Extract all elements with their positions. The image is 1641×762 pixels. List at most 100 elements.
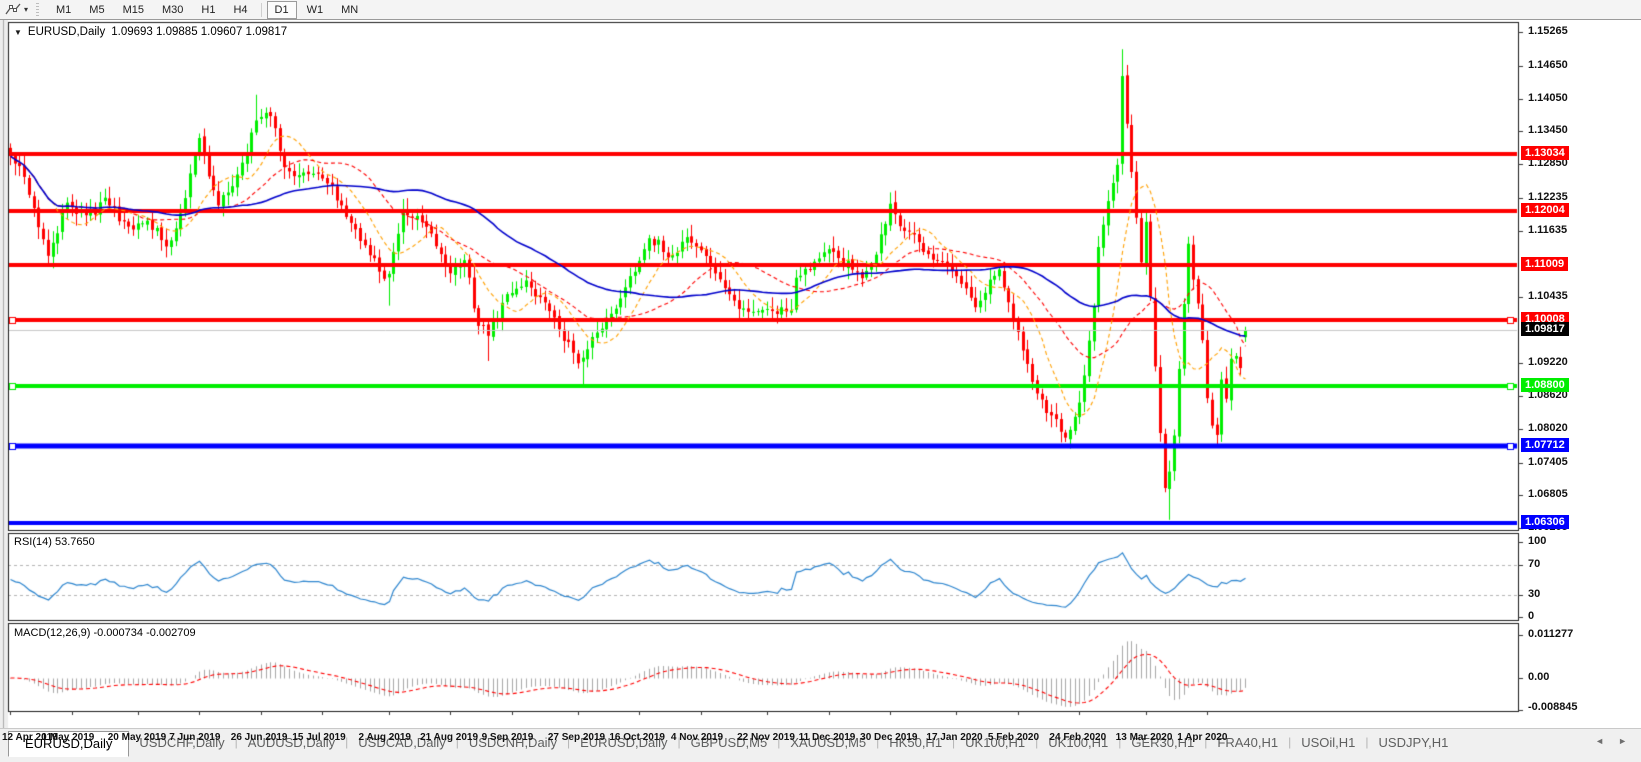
rsi-label: RSI(14) 53.7650 bbox=[14, 536, 95, 548]
date-tick-1: 1 May 2019 bbox=[41, 732, 95, 743]
chart-tab-4[interactable]: USDCNH,Daily bbox=[468, 735, 557, 750]
timeframe-button-h1[interactable]: H1 bbox=[201, 3, 216, 16]
chart-tab-10[interactable]: UK100,H1 bbox=[1048, 735, 1109, 750]
chart-symbol-period: EURUSD,Daily bbox=[27, 26, 106, 38]
rsi-tick-0: 0 bbox=[1528, 610, 1535, 622]
date-tick-6: 2 Aug 2019 bbox=[358, 732, 411, 743]
chart-tab-3[interactable]: USDCAD,Daily bbox=[358, 735, 446, 750]
level-label-1.07712: 1.07712 bbox=[1521, 437, 1569, 452]
tab-separator: | bbox=[1204, 735, 1208, 749]
chart-tab-0[interactable]: EURUSD,Daily bbox=[8, 731, 130, 757]
price-tick-1.07405: 1.07405 bbox=[1528, 455, 1568, 468]
chart-tab-8[interactable]: HK50,H1 bbox=[889, 735, 943, 750]
timeframe-button-m1[interactable]: M1 bbox=[56, 3, 72, 16]
price-tick-1.10435: 1.10435 bbox=[1528, 289, 1568, 302]
date-tick-11: 4 Nov 2019 bbox=[670, 732, 724, 743]
price-tick-1.09220: 1.09220 bbox=[1528, 356, 1568, 369]
date-tick-19: 1 Apr 2020 bbox=[1177, 732, 1228, 743]
timeframe-button-mn[interactable]: MN bbox=[341, 3, 359, 16]
level-label-1.13034: 1.13034 bbox=[1521, 146, 1569, 161]
price-tick-1.15265: 1.15265 bbox=[1528, 25, 1568, 37]
tab-separator: | bbox=[1365, 735, 1369, 749]
chart-tab-5[interactable]: EURUSD,Daily bbox=[580, 735, 668, 750]
tab-separator: | bbox=[1118, 735, 1122, 749]
toolbar-grip bbox=[36, 2, 40, 17]
timeframe-button-m15[interactable]: M15 bbox=[122, 3, 144, 16]
date-tick-5: 15 Jul 2019 bbox=[292, 732, 346, 743]
chart-cursor-icon[interactable] bbox=[4, 3, 22, 16]
macd-tick-2: -0.008845 bbox=[1528, 701, 1578, 713]
date-tick-2: 20 May 2019 bbox=[107, 732, 167, 743]
date-tick-16: 5 Feb 2020 bbox=[987, 732, 1040, 743]
tab-separator: | bbox=[876, 735, 880, 749]
date-tick-3: 7 Jun 2019 bbox=[169, 732, 221, 743]
timeframe-button-m5[interactable]: M5 bbox=[89, 3, 105, 16]
date-tick-4: 26 Jun 2019 bbox=[230, 732, 288, 743]
chart-canvas[interactable] bbox=[0, 20, 1641, 728]
tab-separator: | bbox=[1288, 735, 1292, 749]
level-label-1.06306: 1.06306 bbox=[1521, 514, 1569, 529]
macd-label: MACD(12,26,9) -0.000734 -0.002709 bbox=[14, 627, 196, 639]
price-tick-1.06805: 1.06805 bbox=[1528, 488, 1568, 501]
chart-tab-7[interactable]: XAUUSD,M5 bbox=[790, 735, 867, 750]
date-tick-18: 13 Mar 2020 bbox=[1115, 732, 1173, 743]
price-tick-1.14650: 1.14650 bbox=[1528, 58, 1568, 71]
date-tick-15: 17 Jan 2020 bbox=[926, 732, 983, 743]
timeframe-buttons: M1 M5 M15 M30 H1 H4 D1 W1 MN bbox=[47, 0, 367, 19]
price-tick-1.14050: 1.14050 bbox=[1528, 91, 1568, 104]
date-tick-8: 9 Sep 2019 bbox=[481, 732, 534, 743]
toolbar: ▾ M1 M5 M15 M30 H1 H4 D1 W1 MN bbox=[0, 0, 1641, 20]
chart-tab-6[interactable]: GBPUSD,M5 bbox=[690, 735, 768, 750]
level-label-1.08800: 1.08800 bbox=[1521, 378, 1569, 393]
chart-tab-12[interactable]: FRA40,H1 bbox=[1217, 735, 1279, 750]
chart-tab-9[interactable]: UK100,H1 bbox=[965, 735, 1026, 750]
tab-separator: | bbox=[1035, 735, 1039, 749]
macd-tick-0: 0.011277 bbox=[1528, 628, 1574, 641]
rsi-tick-100: 100 bbox=[1528, 535, 1547, 547]
date-axis: 12 Apr 2019 1 May 2019 20 May 2019 7 Jun 20… bbox=[0, 732, 1520, 747]
timeframe-button-d1[interactable]: D1 bbox=[266, 0, 297, 19]
price-tick-1.12850: 1.12850 bbox=[1528, 157, 1568, 170]
date-tick-7: 21 Aug 2019 bbox=[420, 732, 479, 743]
price-axis: 1.15265 1.14650 1.14050 1.13450 1.12850 1.122… bbox=[1520, 20, 1641, 713]
date-tick-9: 27 Sep 2019 bbox=[547, 732, 606, 743]
tab-scroll-left-icon[interactable]: ◄ bbox=[1595, 736, 1605, 746]
chart-tab-11[interactable]: GER30,H1 bbox=[1131, 735, 1195, 750]
price-tick-1.12235: 1.12235 bbox=[1528, 190, 1568, 203]
level-label-1.12004: 1.12004 bbox=[1521, 202, 1569, 217]
tab-separator: | bbox=[677, 735, 681, 749]
rsi-tick-70: 70 bbox=[1528, 557, 1541, 570]
date-tick-14: 30 Dec 2019 bbox=[860, 732, 918, 743]
chart-ohlc-values: 1.09693 1.09885 1.09607 1.09817 bbox=[111, 26, 288, 38]
timeframe-button-m30[interactable]: M30 bbox=[161, 3, 184, 16]
dropdown-caret-icon[interactable]: ▾ bbox=[24, 5, 29, 14]
timeframe-button-h4[interactable]: H4 bbox=[233, 3, 248, 16]
chart-tab-bar: EURUSD,Daily USDCHF,Daily | AUDUSD,Daily | US… bbox=[0, 728, 1641, 762]
tab-scroll-right-icon[interactable]: ► bbox=[1618, 736, 1627, 746]
chart-tab-1[interactable]: USDCHF,Daily bbox=[139, 735, 225, 750]
tab-separator: | bbox=[345, 735, 349, 749]
current-price-label: 1.09817 bbox=[1521, 322, 1569, 337]
chart-title-marker-icon[interactable]: ▼ bbox=[14, 27, 22, 37]
macd-tick-1: 0.00 bbox=[1528, 671, 1550, 683]
date-tick-0: 12 Apr 2019 bbox=[2, 732, 58, 743]
chart-title: ▼ EURUSD,Daily 1.09693 1.09885 1.09607 1… bbox=[14, 26, 287, 38]
date-tick-13: 11 Dec 2019 bbox=[798, 732, 856, 743]
timeframe-button-w1[interactable]: W1 bbox=[306, 3, 324, 16]
chart-tab-2[interactable]: AUDUSD,Daily bbox=[247, 735, 336, 750]
tab-separator: | bbox=[777, 735, 781, 749]
rsi-tick-30: 30 bbox=[1528, 587, 1541, 600]
date-tick-17: 24 Feb 2020 bbox=[1049, 732, 1107, 743]
tab-separator: | bbox=[455, 735, 459, 749]
tab-scroll-buttons: ◄ ► bbox=[1595, 736, 1627, 746]
price-tick-1.11635: 1.11635 bbox=[1528, 223, 1568, 236]
price-tick-1.08020: 1.08020 bbox=[1528, 421, 1568, 434]
tab-separator: | bbox=[566, 735, 571, 749]
chart-tab-14[interactable]: USDJPY,H1 bbox=[1378, 735, 1449, 750]
date-tick-12: 22 Nov 2019 bbox=[737, 732, 795, 743]
level-label-1.11009: 1.11009 bbox=[1521, 257, 1569, 272]
chart-tab-13[interactable]: USOil,H1 bbox=[1301, 735, 1356, 750]
tab-separator: | bbox=[952, 735, 956, 749]
price-tick-1.13450: 1.13450 bbox=[1528, 124, 1568, 137]
